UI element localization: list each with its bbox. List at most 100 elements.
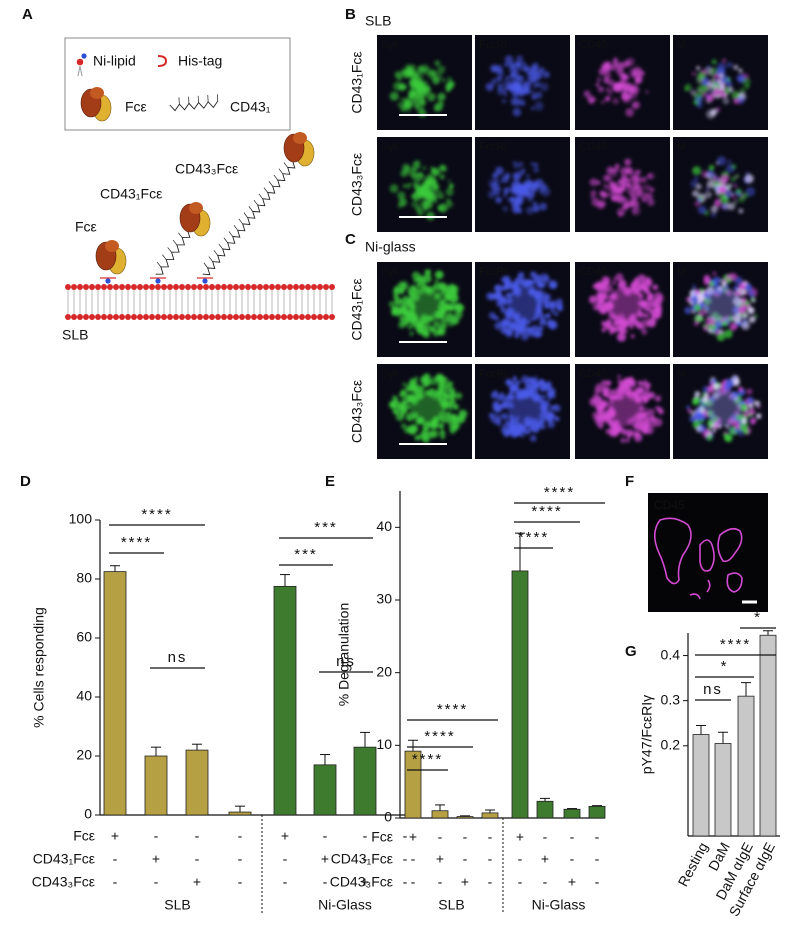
row-label: CD43₁Fcε [349, 51, 365, 113]
signal-blob [438, 282, 447, 291]
signal-core [409, 390, 446, 427]
signal-blob [698, 311, 702, 315]
signal-blob [551, 309, 555, 314]
signal-blob [704, 397, 709, 402]
signal-blob [726, 80, 733, 88]
signal-blob [737, 95, 746, 104]
signal-blob [449, 391, 456, 398]
significance-label: ns [168, 649, 188, 666]
bar [737, 695, 755, 837]
condition-sign: - [154, 874, 159, 890]
signal-blob [537, 282, 545, 289]
signal-blob [620, 437, 626, 444]
signal-blob [626, 93, 633, 100]
signal-blob [607, 61, 611, 65]
bar [511, 570, 529, 819]
signal-blob [589, 178, 598, 187]
signal-blob [430, 429, 439, 438]
signal-blob [400, 70, 409, 79]
signal-blob [714, 87, 719, 92]
signal-blob [518, 75, 525, 82]
signal-blob [424, 200, 433, 210]
ni-dot [155, 278, 161, 284]
signal-blob [709, 281, 715, 287]
signal-blob [738, 386, 743, 392]
lipid-head [149, 314, 155, 320]
y-tick-label: 80 [76, 570, 92, 586]
signal [583, 57, 649, 117]
signal-blob [510, 72, 517, 79]
bar [536, 800, 554, 819]
signal-blob [503, 190, 509, 195]
signal-blob [417, 82, 425, 90]
lipid-head [76, 58, 84, 66]
signal-blob [411, 72, 417, 78]
signal-blob [539, 82, 549, 92]
signal-blob [694, 321, 700, 327]
signal-blob [635, 169, 641, 175]
lipid-head [179, 284, 185, 290]
signal-blob [429, 376, 439, 386]
lipid-head [239, 284, 245, 290]
signal-blob [497, 88, 505, 96]
signal-blob [625, 438, 630, 443]
condition-sign: - [113, 851, 118, 867]
signal-blob [439, 431, 446, 438]
signal-blob [748, 403, 754, 409]
signal-blob [388, 301, 395, 308]
lipid-head [269, 314, 275, 320]
signal [589, 374, 664, 444]
condition-sign: - [595, 851, 600, 867]
signal-blob [495, 166, 504, 176]
signal-blob [617, 374, 621, 379]
signal-blob [504, 420, 511, 428]
row-label: CD43₃Fcε [349, 380, 365, 443]
signal [388, 373, 468, 444]
signal-blob [645, 90, 649, 94]
signal-blob [437, 205, 443, 211]
signal-blob [429, 326, 436, 333]
signal-blob [553, 404, 561, 412]
signal-blob [692, 166, 702, 176]
signal-blob [611, 196, 616, 202]
signal-blob [598, 68, 606, 76]
signal-blob [733, 285, 739, 291]
y-axis-label: pY47/FcεRIγ [639, 695, 655, 774]
signal-blob [601, 100, 605, 104]
signal-blob [624, 158, 632, 166]
signal-blob [426, 92, 436, 102]
lipid-head [197, 314, 203, 320]
signal-blob [494, 177, 500, 183]
lipid-head [311, 314, 317, 320]
lipid-head [209, 314, 215, 320]
condition-sign: - [463, 851, 468, 867]
signal-blob [738, 68, 743, 73]
signal-blob [424, 326, 429, 330]
lipid-head [191, 284, 197, 290]
lipid-head [179, 314, 185, 320]
signal-blob [695, 183, 702, 190]
signal-blob [708, 164, 715, 171]
y-tick-label: 0 [384, 809, 392, 825]
signal-blob [602, 286, 607, 291]
signal [485, 55, 550, 117]
signal-blob [747, 306, 755, 315]
condition-sign: - [411, 851, 416, 867]
signal-blob [646, 173, 652, 179]
channel-label: M [677, 266, 686, 278]
channel-label: Syk [381, 368, 400, 380]
signal-blob [447, 381, 454, 387]
signal-blob [734, 174, 739, 179]
construct-label: Fcε [75, 219, 97, 235]
lipid-head [293, 284, 299, 290]
signal-blob [504, 76, 510, 82]
signal-blob [544, 294, 550, 300]
lipid-head [233, 314, 239, 320]
condition-sign: - [403, 874, 408, 890]
signal-blob [434, 270, 444, 280]
signal-blob [706, 434, 713, 441]
condition-sign: - [463, 829, 468, 845]
condition-sign: + [152, 851, 160, 867]
lipid-head [89, 284, 95, 290]
cell-outline [706, 579, 711, 593]
